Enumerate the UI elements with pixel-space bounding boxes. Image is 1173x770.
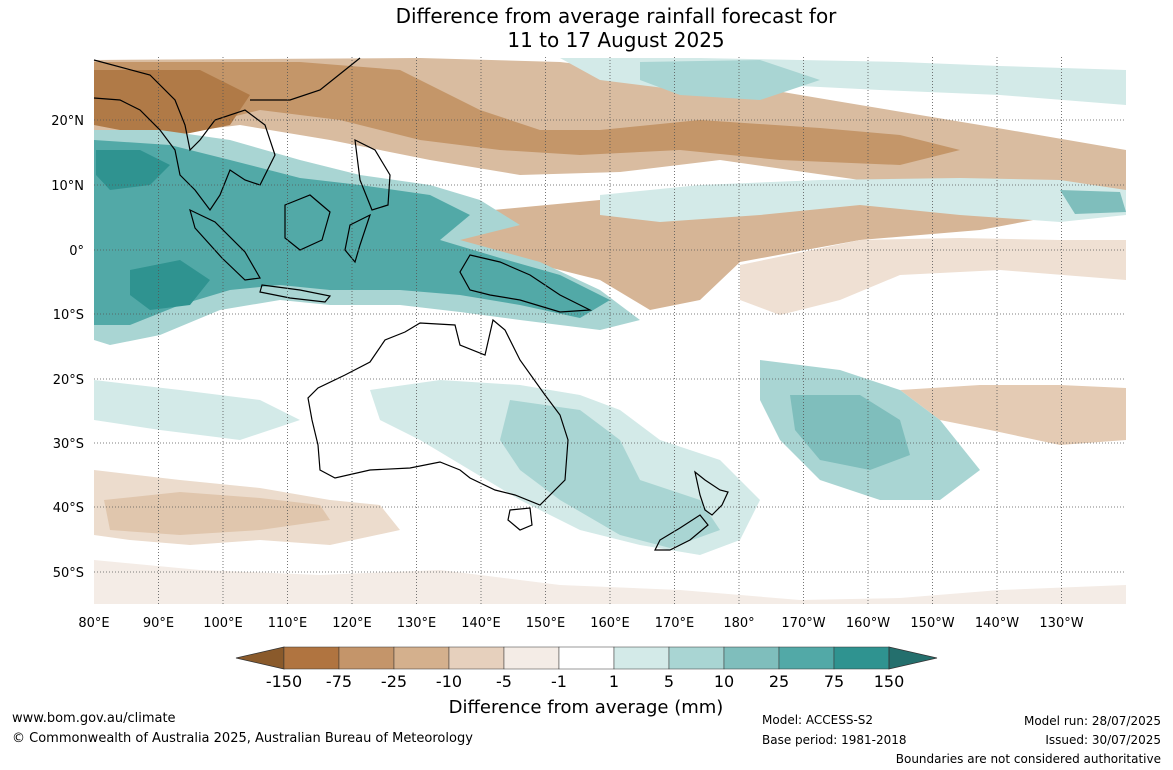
java-coast: [259, 284, 332, 303]
lon-label: 150°W: [910, 616, 954, 631]
lat-label: 20°S: [53, 373, 84, 388]
colorbar-segment: [338, 646, 395, 670]
mainland-asia-coast: [93, 59, 276, 212]
colorbar-tick: 1: [609, 672, 619, 691]
lon-label: 90°E: [143, 616, 174, 631]
graticule: [94, 57, 1126, 604]
colorbar-title: Difference from average (mm): [449, 697, 724, 718]
colorbar-segment: [723, 646, 780, 670]
wet-core-southpacific: [790, 395, 910, 470]
dry-core-northwest: [94, 70, 250, 135]
lon-label: 130°W: [1039, 616, 1083, 631]
colorbar-tick: -75: [326, 672, 352, 691]
wet-blob-north: [640, 60, 820, 100]
colorbar-segment: [393, 646, 450, 670]
colorbar-tick: -25: [381, 672, 407, 691]
lon-label: 170°W: [781, 616, 825, 631]
title-line-2: 11 to 17 August 2025: [507, 28, 725, 52]
colorbar: [235, 646, 938, 670]
lat-label: 50°S: [53, 566, 84, 581]
boundary-disclaimer: Boundaries are not considered authoritat…: [895, 752, 1161, 766]
wet-peak-west: [96, 150, 170, 190]
map-title: Difference from average rainfall forecas…: [0, 4, 1173, 52]
lon-label: 150°E: [526, 616, 566, 631]
colorbar-tick: 5: [664, 672, 674, 691]
nz-north-island-coast: [694, 470, 729, 516]
wet-peak-indian: [130, 260, 210, 310]
dry-band-southwest: [104, 492, 330, 535]
lat-label: 10°S: [53, 308, 84, 323]
lon-label: 140°E: [461, 616, 501, 631]
lon-label: 130°E: [397, 616, 437, 631]
dry-band-equator: [430, 195, 1060, 310]
longitude-labels: 80°E 90°E 100°E 110°E 120°E 130°E 140°E …: [78, 616, 1083, 631]
coastlines: [93, 57, 729, 551]
latitude-labels: 20°N 10°N 0° 10°S 20°S 30°S 40°S 50°S: [51, 114, 84, 581]
colorbar-segment: [448, 646, 505, 670]
dry-band-east: [900, 385, 1126, 445]
colorbar-tick: 75: [824, 672, 844, 691]
wet-band-10n: [600, 178, 1126, 222]
issued-date: Issued: 30/07/2025: [1045, 733, 1161, 747]
dry-band-tasman-south: [94, 560, 1126, 604]
colorbar-tick-labels: -150 -75 -25 -10 -5 -1 1 5 10 25 75 150: [266, 672, 904, 691]
lon-label: 100°E: [203, 616, 243, 631]
sumatra-coast: [189, 208, 261, 281]
australia-coast: [307, 318, 569, 506]
model-name: Model: ACCESS-S2: [762, 713, 874, 727]
china-coast: [250, 57, 361, 101]
sulawesi-coast: [344, 213, 372, 264]
lon-label: 170°E: [655, 616, 695, 631]
colorbar-segment: [558, 646, 615, 670]
lon-label: 140°W: [975, 616, 1019, 631]
colorbar-segment: [668, 646, 725, 670]
colorbar-tick: -1: [551, 672, 567, 691]
lon-label: 110°E: [268, 616, 308, 631]
dry-core-north: [94, 62, 960, 165]
colorbar-tick: 10: [714, 672, 734, 691]
copyright-text: © Commonwealth of Australia 2025, Austra…: [12, 731, 473, 746]
wet-blob-10n-east: [1060, 190, 1126, 214]
nz-south-island-coast: [654, 514, 709, 551]
lon-label: 160°E: [590, 616, 630, 631]
colorbar-segment: [503, 646, 560, 670]
base-period: Base period: 1981-2018: [762, 733, 907, 747]
colorbar-extend-low: [235, 646, 285, 670]
colorbar-tick: -150: [266, 672, 302, 691]
borneo-coast: [284, 194, 331, 251]
website-link[interactable]: www.bom.gov.au/climate: [12, 711, 176, 726]
colorbar-extend-high: [888, 646, 938, 670]
lon-label: 120°E: [332, 616, 372, 631]
lon-label: 180°: [723, 616, 754, 631]
philippines-coast: [354, 138, 391, 211]
colorbar-tick: 150: [874, 672, 905, 691]
lon-label: 160°W: [846, 616, 890, 631]
colorbar-segment: [833, 646, 890, 670]
colorbar-tick: -5: [496, 672, 512, 691]
colorbar-segment: [778, 646, 835, 670]
model-run-date: Model run: 28/07/2025: [1023, 714, 1161, 728]
lat-label: 40°S: [53, 501, 84, 516]
lat-label: 30°S: [53, 437, 84, 452]
colorbar-tick: 25: [769, 672, 789, 691]
dry-band-eq-east: [740, 238, 1126, 315]
lat-label: 20°N: [51, 114, 84, 129]
title-line-1: Difference from average rainfall forecas…: [395, 4, 837, 28]
lat-label: 10°N: [51, 179, 84, 194]
colorbar-tick: -10: [436, 672, 462, 691]
lat-label: 0°: [69, 244, 84, 259]
map-panel: [94, 57, 1126, 604]
new-guinea-coast: [459, 254, 593, 313]
wet-band-south-indian: [94, 380, 300, 440]
tasmania-coast: [507, 507, 533, 531]
colorbar-segment: [283, 646, 340, 670]
colorbar-segment: [613, 646, 670, 670]
lon-label: 80°E: [78, 616, 109, 631]
